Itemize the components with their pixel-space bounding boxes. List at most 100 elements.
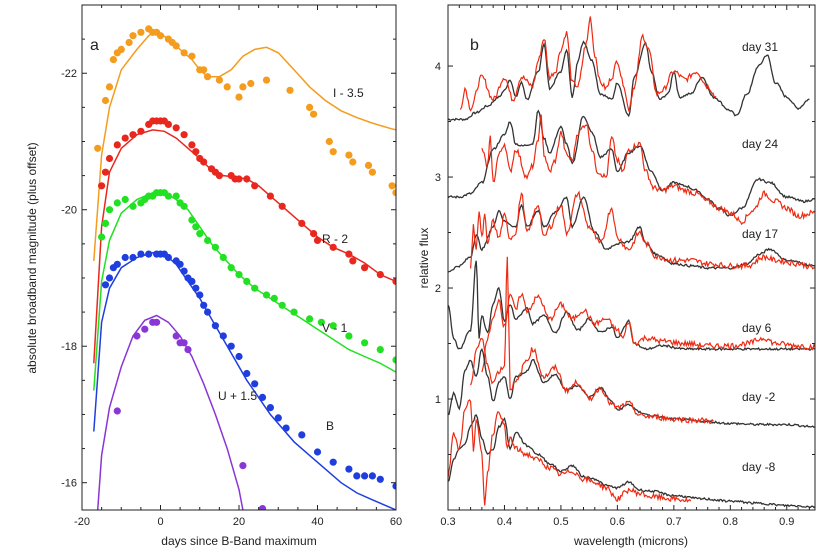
data-point-v-1: [392, 356, 396, 364]
data-point-v-1: [180, 202, 188, 210]
data-point-v-1: [345, 332, 353, 340]
data-point-r-2: [313, 236, 322, 244]
data-point-v-1: [329, 322, 337, 330]
data-point-r-2: [200, 158, 208, 166]
data-point-u-1-5: [133, 332, 141, 340]
data-point-v-1: [98, 233, 106, 241]
y-tick-label: 3: [435, 172, 441, 184]
data-point-v-1: [188, 216, 196, 224]
data-point-i-3-5: [109, 56, 117, 64]
data-point-u-1-5: [113, 407, 121, 415]
x-tick-label: 60: [390, 516, 402, 528]
data-point-u-1-5: [153, 318, 161, 326]
panel-a-frame: [81, 4, 397, 511]
data-point-u-1-5: [141, 325, 149, 333]
data-point-b: [313, 448, 322, 456]
data-point-r-2: [121, 134, 129, 142]
data-point-r-2: [188, 141, 196, 149]
data-point-r-2: [266, 192, 274, 200]
data-point-v-1: [101, 219, 110, 227]
data-point-r-2: [164, 120, 172, 128]
data-point-b: [192, 284, 200, 292]
data-point-i-3-5: [345, 151, 353, 159]
data-point-r-2: [251, 182, 259, 190]
data-point-v-1: [192, 223, 200, 231]
data-point-b: [145, 250, 153, 258]
data-point-r-2: [329, 243, 337, 251]
data-point-v-1: [121, 195, 129, 204]
observed-spectrum-daym2: [470, 256, 714, 425]
data-point-i-3-5: [364, 161, 373, 169]
epoch-label: day 6: [742, 321, 772, 335]
series-label: B: [326, 419, 334, 433]
data-point-b: [121, 253, 129, 262]
data-point-u-1-5: [172, 332, 180, 340]
observed-spectrum-day24: [481, 114, 815, 226]
panel-a-series-labels: I - 3.5 R - 2 V - 1 B U + 1.5: [218, 86, 364, 433]
data-point-i-3-5: [329, 148, 337, 156]
data-point-u-1-5: [239, 462, 247, 470]
data-point-r-2: [137, 127, 145, 135]
panel-a-plot-area: [93, 25, 396, 510]
data-point-v-1: [196, 230, 204, 238]
data-point-v-1: [361, 339, 369, 347]
data-point-r-2: [98, 182, 106, 190]
data-point-r-2: [192, 148, 200, 156]
panel-b-xlabel: wavelength (microns): [573, 534, 688, 548]
data-point-b: [266, 404, 274, 412]
series-label: U + 1.5: [218, 389, 257, 403]
data-point-u-1-5: [184, 346, 192, 354]
data-point-v-1: [219, 253, 227, 262]
data-point-i-3-5: [180, 49, 188, 57]
data-point-b: [274, 414, 282, 422]
data-point-b: [188, 277, 196, 285]
data-point-b: [101, 281, 110, 289]
data-point-b: [164, 253, 172, 262]
data-point-i-3-5: [156, 32, 165, 40]
data-point-r-2: [235, 175, 243, 183]
data-point-i-3-5: [223, 83, 231, 91]
data-point-b: [235, 352, 243, 361]
data-point-v-1: [227, 264, 235, 272]
data-point-b: [211, 322, 219, 330]
data-point-b: [219, 332, 227, 340]
panel-a-ylabel: absolute broadband magnitude (plus offse…: [25, 142, 39, 373]
panel-a-xlabel: days since B-Band maximum: [161, 534, 316, 548]
x-tick-label: 0.9: [779, 516, 794, 528]
panel-b-plot-area: [448, 16, 815, 509]
data-point-i-3-5: [105, 83, 114, 91]
data-point-r-2: [180, 131, 188, 139]
model-spectrum-day6: [448, 260, 815, 352]
data-point-i-3-5: [200, 66, 208, 74]
model-curve-i-3-5: [93, 30, 396, 261]
data-point-i-3-5: [235, 93, 243, 101]
y-tick-label: -22: [61, 68, 77, 80]
data-point-v-1: [164, 192, 172, 200]
observed-spectrum-day31: [459, 16, 717, 113]
y-tick-label: -20: [61, 205, 77, 217]
data-point-u-1-5: [180, 339, 188, 347]
panel-a-marks: [93, 25, 396, 510]
data-point-r-2: [243, 175, 251, 183]
data-point-i-3-5: [204, 73, 212, 81]
observed-spectrum-day6: [481, 292, 815, 373]
data-point-i-3-5: [310, 110, 318, 118]
x-tick-label: -20: [74, 516, 90, 528]
model-spectrum-day24: [448, 109, 815, 217]
data-point-i-3-5: [129, 32, 137, 40]
data-point-b: [200, 301, 208, 309]
data-point-i-3-5: [388, 182, 396, 190]
x-tick-label: 0.5: [553, 516, 568, 528]
data-point-b: [137, 250, 145, 258]
data-point-i-3-5: [392, 189, 396, 197]
epoch-label: day -8: [742, 460, 776, 474]
data-point-b: [105, 274, 114, 282]
observed-spectrum-daym8: [448, 399, 692, 506]
epoch-label: day 17: [742, 227, 778, 241]
y-tick-label: 4: [435, 61, 441, 73]
data-point-v-1: [376, 346, 384, 354]
data-point-v-1: [211, 243, 219, 251]
data-point-r-2: [105, 154, 114, 163]
